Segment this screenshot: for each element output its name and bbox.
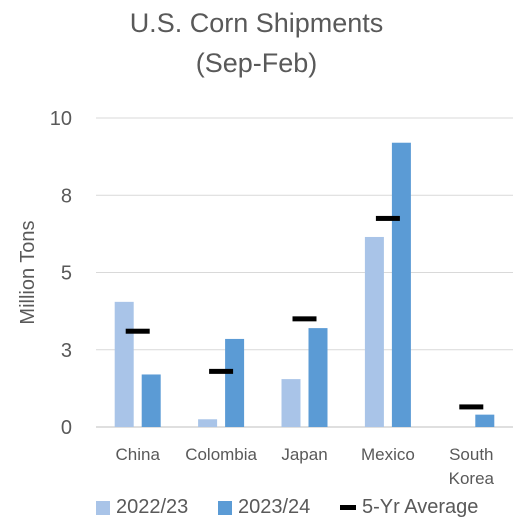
bar-2023-24-south-korea	[475, 414, 495, 427]
legend-item-2023-24: 2023/24	[218, 496, 310, 519]
bar-2022-23-colombia	[198, 419, 218, 427]
marker-5yr-average-japan	[292, 316, 317, 322]
legend-swatch-2022-23	[96, 500, 110, 515]
y-tick-label: 8	[61, 185, 72, 207]
x-tick-label: Colombia	[185, 445, 257, 464]
marker-5yr-average-china	[125, 328, 150, 334]
x-tick-label: Mexico	[361, 445, 415, 464]
legend-item-5yr-average: 5-Yr Average	[340, 496, 478, 519]
marker-5yr-average-colombia	[209, 368, 234, 374]
bar-2023-24-colombia	[225, 338, 245, 427]
bar-2023-24-japan	[308, 328, 328, 427]
y-tick-label: 0	[61, 417, 72, 439]
y-axis-label: Million Tons	[17, 220, 39, 324]
x-tick-label: China	[115, 445, 160, 464]
legend-label-2023-24: 2023/24	[238, 496, 311, 518]
legend-label-2022-23: 2022/23	[116, 496, 189, 518]
legend-marker-5yr-average	[340, 505, 356, 510]
chart-plot: 0 3 5 8 10 Million Tons China Colombia Japan Mexi…	[17, 108, 513, 488]
bar-2022-23-mexico	[364, 236, 384, 427]
bar-2023-24-mexico	[391, 142, 411, 427]
y-tick-label: 5	[61, 263, 72, 285]
y-tick-label: 3	[61, 340, 72, 362]
legend-swatch-2023-24	[218, 500, 232, 515]
x-tick-label: Korea	[449, 469, 495, 488]
marker-5yr-average-south-korea	[459, 404, 484, 410]
x-tick-label: South	[449, 445, 493, 464]
bar-2022-23-japan	[281, 379, 301, 427]
bar-2023-24-china	[141, 374, 161, 427]
chart-legend: 2022/23 2023/24 5-Yr Average	[0, 496, 513, 519]
legend-label-5yr-average: 5-Yr Average	[362, 496, 479, 518]
x-tick-label: Japan	[281, 445, 327, 464]
bar-2022-23-china	[114, 301, 134, 427]
legend-item-2022-23: 2022/23	[96, 496, 188, 519]
chart-title-line-2: (Sep-Feb)	[195, 48, 318, 78]
chart-title-line-1: U.S. Corn Shipments	[129, 8, 384, 38]
y-tick-label: 10	[50, 108, 72, 130]
marker-5yr-average-mexico	[375, 215, 400, 221]
